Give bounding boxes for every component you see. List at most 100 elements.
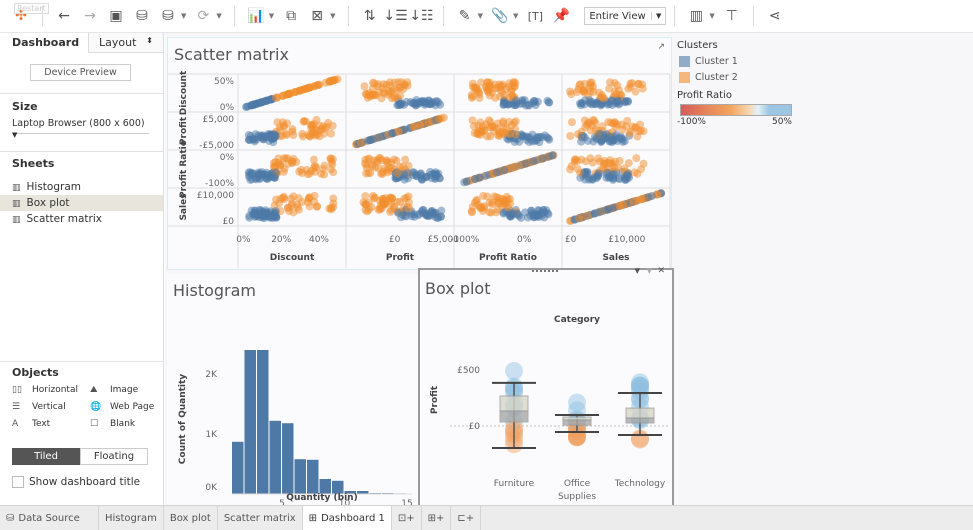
vertical-icon: ☰ — [12, 402, 21, 412]
box-point — [505, 361, 523, 380]
restart-label[interactable]: Restart — [14, 3, 49, 14]
tab-label: Data Source — [18, 512, 80, 524]
web-page-icon: 🌐 — [90, 402, 102, 412]
clear-icon[interactable]: ⊠ — [311, 8, 324, 24]
close-icon[interactable]: ✕ — [657, 266, 665, 276]
save-icon[interactable]: ▣ — [109, 8, 123, 24]
histogram-bar — [307, 459, 319, 494]
scatter-point — [295, 167, 304, 176]
size-section: Size Laptop Browser (800 x 600) ▼ — [0, 93, 163, 153]
legend-item[interactable]: Cluster 1 — [679, 56, 817, 67]
sheet-tabs-bar: ⛁ Data Source Histogram Box plot Scatter … — [0, 505, 973, 530]
tableau-logo-icon[interactable]: ✣ — [15, 8, 27, 24]
column-tick: £0 — [565, 235, 577, 245]
show-me-icon[interactable]: ▥ — [689, 8, 703, 24]
scatter-point — [375, 154, 384, 163]
histogram-bar — [357, 491, 369, 494]
object-web-page[interactable]: 🌐 Web Page — [90, 402, 154, 412]
highlight-icon[interactable]: ✎ — [458, 8, 471, 24]
data-source-tab[interactable]: ⛁ Data Source — [0, 506, 99, 530]
panel-menu-icon[interactable]: ▼ — [634, 267, 640, 275]
scatter-point — [436, 212, 445, 221]
scatter-point — [271, 168, 280, 177]
undo-icon[interactable]: ← — [58, 8, 70, 24]
object-text[interactable]: A Text — [12, 419, 50, 429]
tab-scatter-matrix[interactable]: Scatter matrix — [218, 506, 303, 530]
box-plot-panel[interactable]: ▼ ▼ ✕ Box plot Category Profit £500 £0 Furni… — [418, 266, 674, 505]
view-select[interactable]: Entire View ▼ — [584, 7, 667, 25]
scatter-point — [544, 134, 553, 143]
scatter-point — [309, 155, 318, 164]
text-icon[interactable]: [T] — [527, 9, 543, 23]
scatter-point — [631, 87, 640, 96]
size-select[interactable]: Laptop Browser (800 x 600) ▼ — [12, 118, 149, 139]
new-dashboard-button[interactable]: ⊞+ — [422, 506, 452, 530]
column-tick: 0% — [517, 235, 532, 245]
tab-layout[interactable]: Layout ⬍ — [88, 33, 163, 53]
scatter-point — [394, 127, 403, 136]
popout-icon[interactable]: ↗ — [657, 42, 665, 52]
tab-dashboard[interactable]: Dashboard — [0, 33, 88, 53]
panel-drag-handle[interactable] — [532, 270, 558, 273]
tab-histogram[interactable]: Histogram — [99, 506, 164, 530]
refresh-icon[interactable]: ⟳ — [197, 8, 210, 24]
scatter-point — [296, 86, 305, 95]
column-label: Profit — [386, 253, 415, 263]
scatter-point — [359, 198, 368, 207]
scatter-matrix-panel[interactable]: Scatter matrix ↗ Discount 50% 0% Profit £5,0… — [167, 37, 672, 270]
sheet-item[interactable]: ▥ Scatter matrix — [0, 211, 163, 227]
scatter-point — [521, 101, 530, 110]
show-title-checkbox[interactable] — [12, 476, 24, 488]
object-vertical[interactable]: ☰ Vertical — [12, 402, 66, 412]
device-preview-button[interactable]: Device Preview — [30, 64, 131, 81]
objects-section: Objects ▯▯ Horizontal ⛰ Image ☰ Vertical 🌐 Web … — [0, 361, 163, 505]
sort-asc-icon[interactable]: ↓☰ — [383, 8, 408, 24]
tab-box-plot[interactable]: Box plot — [164, 506, 218, 530]
sort-desc-icon[interactable]: ↓☷ — [409, 8, 434, 24]
floating-button[interactable]: Floating — [80, 448, 148, 465]
scatter-point — [305, 83, 314, 92]
new-worksheet-button[interactable]: ⊡+ — [392, 506, 422, 530]
x-tick: 5 — [279, 499, 285, 505]
tab-dashboard-1[interactable]: ⊞ Dashboard 1 — [302, 506, 392, 530]
pin-icon[interactable]: 📌 — [552, 8, 571, 24]
histogram-bar — [232, 441, 244, 494]
scatter-point — [387, 87, 396, 96]
tiled-button[interactable]: Tiled — [12, 448, 80, 465]
new-worksheet-icon[interactable]: 📊 — [247, 8, 265, 24]
scatter-point — [630, 168, 639, 177]
sheet-item[interactable]: ▥ Histogram — [0, 179, 163, 195]
scatter-point — [390, 93, 399, 102]
scatter-point — [485, 78, 494, 87]
paperclip-icon[interactable]: 📎 — [491, 8, 509, 24]
column-tick: 0% — [236, 235, 251, 245]
swap-icon[interactable]: ⇅ — [363, 8, 376, 24]
box-point — [631, 373, 649, 392]
redo-icon[interactable]: → — [84, 8, 96, 24]
scatter-point — [610, 79, 619, 88]
share-icon[interactable]: ⋖ — [768, 8, 781, 24]
histogram-panel[interactable]: Histogram 0K 1K 2K 5 10 15 Count of Quantity Qu… — [167, 274, 418, 505]
scatter-point — [247, 175, 256, 184]
scatter-point — [583, 168, 592, 177]
pause-updates-icon[interactable]: ⛁ — [162, 8, 174, 24]
object-horizontal[interactable]: ▯▯ Horizontal — [12, 385, 78, 395]
scatter-point — [635, 127, 644, 136]
legend-item[interactable]: Cluster 2 — [679, 72, 817, 83]
presentation-icon[interactable]: ⊤ — [725, 8, 738, 24]
scatter-point — [621, 176, 630, 185]
new-datasource-icon[interactable]: ⛁ — [136, 8, 148, 24]
y-tick: 2K — [205, 370, 218, 380]
row-label: Profit Ratio — [179, 140, 189, 198]
filter-icon[interactable]: ▼ — [646, 267, 652, 275]
object-image[interactable]: ⛰ Image — [90, 385, 138, 395]
scatter-point — [415, 209, 424, 218]
sheet-item[interactable]: ▥ Box plot — [0, 195, 163, 211]
histogram-bar — [319, 479, 331, 494]
updown-icon: ⬍ — [146, 36, 153, 45]
scatter-point — [247, 101, 256, 110]
duplicate-icon[interactable]: ⧉ — [286, 8, 297, 24]
new-story-button[interactable]: ⊏+ — [451, 506, 482, 530]
object-blank[interactable]: ☐ Blank — [90, 419, 135, 429]
scatter-point — [324, 118, 333, 127]
